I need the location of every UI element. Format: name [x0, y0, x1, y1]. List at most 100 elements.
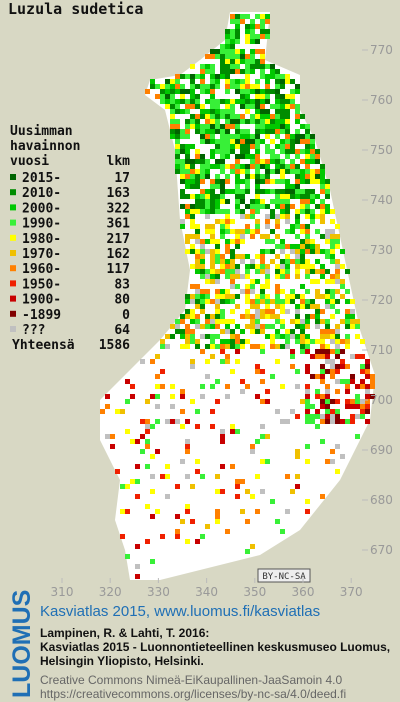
grid-cell [280, 194, 285, 199]
grid-cell [220, 434, 225, 439]
grid-cell [120, 534, 125, 539]
grid-cell [355, 384, 360, 389]
grid-cell [200, 254, 205, 259]
grid-cell [210, 204, 215, 209]
grid-cell [205, 374, 210, 379]
grid-cell [260, 104, 265, 109]
grid-cell [265, 99, 270, 104]
grid-cell [260, 159, 265, 164]
grid-cell [305, 444, 310, 449]
grid-cell [275, 169, 280, 174]
grid-cell [340, 249, 345, 254]
grid-cell [255, 329, 260, 334]
grid-cell [280, 289, 285, 294]
grid-cell [255, 39, 260, 44]
grid-cell [290, 189, 295, 194]
grid-cell [200, 394, 205, 399]
grid-cell [365, 374, 370, 379]
grid-cell [205, 164, 210, 169]
grid-cell [265, 224, 270, 229]
grid-cell [325, 399, 330, 404]
grid-cell [270, 64, 275, 69]
grid-cell [305, 364, 310, 369]
grid-cell [305, 234, 310, 239]
grid-cell [300, 319, 305, 324]
grid-cell [155, 384, 160, 389]
grid-cell [200, 139, 205, 144]
grid-cell [235, 54, 240, 59]
grid-cell [270, 159, 275, 164]
grid-cell [220, 359, 225, 364]
grid-cell [200, 289, 205, 294]
grid-cell [335, 289, 340, 294]
grid-cell [195, 254, 200, 259]
grid-cell [285, 509, 290, 514]
grid-cell [295, 119, 300, 124]
grid-cell [230, 149, 235, 154]
grid-cell [255, 509, 260, 514]
grid-cell [305, 239, 310, 244]
link[interactable]: Kasviatlas 2015, www.luomus.fi/kasviatla… [40, 603, 320, 620]
grid-cell [180, 99, 185, 104]
grid-cell [305, 339, 310, 344]
grid-cell [150, 514, 155, 519]
grid-cell [215, 249, 220, 254]
grid-cell [205, 199, 210, 204]
grid-cell [265, 149, 270, 154]
grid-cell [320, 344, 325, 349]
grid-cell [210, 89, 215, 94]
grid-cell [245, 214, 250, 219]
grid-cell [320, 379, 325, 384]
grid-cell [210, 224, 215, 229]
grid-cell [260, 204, 265, 209]
grid-cell [190, 104, 195, 109]
grid-cell [175, 324, 180, 329]
grid-cell [350, 324, 355, 329]
grid-cell [320, 394, 325, 399]
grid-cell [305, 314, 310, 319]
grid-cell [225, 324, 230, 329]
grid-cell [350, 354, 355, 359]
grid-cell [150, 474, 155, 479]
grid-cell [195, 94, 200, 99]
grid-cell [265, 324, 270, 329]
grid-cell [300, 244, 305, 249]
grid-cell [220, 129, 225, 134]
grid-cell [270, 89, 275, 94]
grid-cell [260, 34, 265, 39]
grid-cell [245, 289, 250, 294]
grid-cell [285, 109, 290, 114]
grid-cell [150, 84, 155, 89]
grid-cell [210, 94, 215, 99]
grid-cell [310, 149, 315, 154]
grid-cell [345, 334, 350, 339]
grid-cell [265, 29, 270, 34]
grid-cell [170, 119, 175, 124]
grid-cell [220, 59, 225, 64]
grid-cell [225, 114, 230, 119]
license-url[interactable]: https://creativecommons.org/licenses/by-… [40, 687, 346, 701]
grid-cell [175, 159, 180, 164]
y-tick-label: 760 [370, 93, 393, 107]
grid-cell [210, 234, 215, 239]
grid-cell [240, 99, 245, 104]
grid-cell [220, 269, 225, 274]
grid-cell [220, 254, 225, 259]
grid-cell [255, 104, 260, 109]
grid-cell [215, 164, 220, 169]
grid-cell [190, 299, 195, 304]
grid-cell [235, 139, 240, 144]
grid-cell [295, 324, 300, 329]
grid-cell [235, 84, 240, 89]
grid-cell [230, 429, 235, 434]
grid-cell [150, 79, 155, 84]
grid-cell [245, 89, 250, 94]
grid-cell [335, 339, 340, 344]
grid-cell [250, 24, 255, 29]
grid-cell [305, 459, 310, 464]
grid-cell [220, 49, 225, 54]
grid-cell [240, 19, 245, 24]
grid-cell [295, 254, 300, 259]
grid-cell [265, 279, 270, 284]
grid-cell [305, 204, 310, 209]
